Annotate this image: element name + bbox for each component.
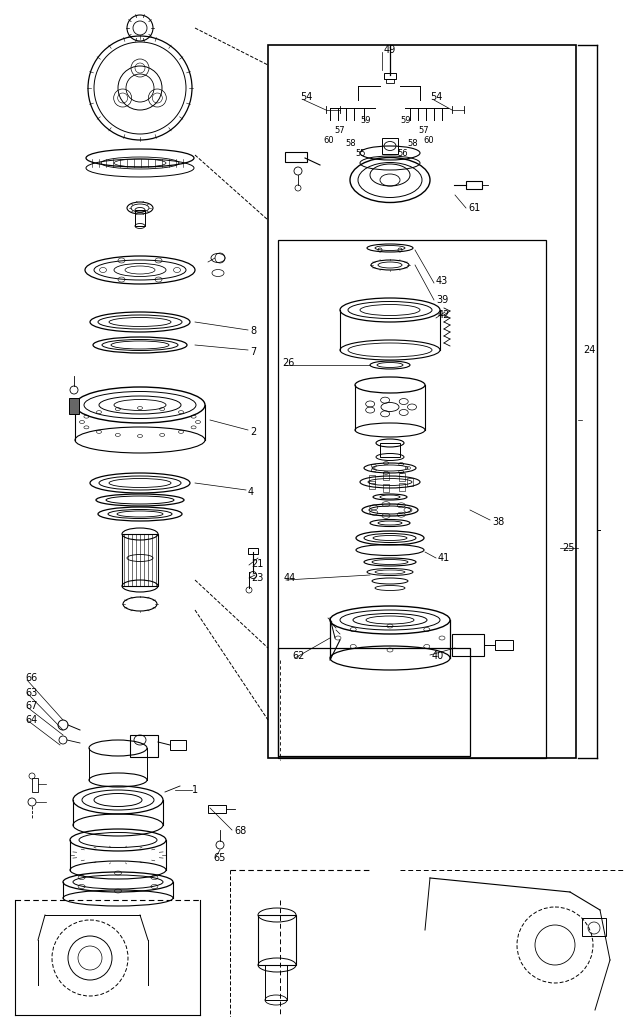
Bar — [69, 398, 79, 414]
Text: 43: 43 — [436, 276, 448, 286]
Bar — [268, 45, 576, 758]
Text: 1: 1 — [192, 785, 198, 795]
Text: 57: 57 — [334, 125, 345, 134]
Bar — [130, 735, 158, 757]
Text: 54: 54 — [300, 92, 312, 102]
Bar — [384, 73, 396, 79]
Text: 62: 62 — [292, 651, 304, 661]
Bar — [386, 79, 394, 83]
Text: 68: 68 — [234, 826, 246, 836]
Text: 38: 38 — [492, 517, 505, 527]
Bar — [582, 918, 606, 936]
Bar — [265, 965, 287, 1000]
Bar — [208, 805, 226, 813]
Text: 60: 60 — [423, 135, 434, 144]
Text: 61: 61 — [468, 203, 480, 213]
Bar — [407, 478, 413, 486]
Bar — [278, 648, 470, 756]
Text: 41: 41 — [438, 553, 450, 563]
Bar — [399, 473, 406, 481]
Text: 2: 2 — [250, 427, 256, 437]
Text: 49: 49 — [384, 45, 396, 55]
Bar — [466, 181, 482, 189]
Text: 58: 58 — [345, 138, 356, 147]
Bar — [278, 240, 546, 758]
Text: 23: 23 — [251, 573, 264, 583]
Text: 66: 66 — [25, 673, 38, 683]
Text: 42: 42 — [438, 310, 450, 320]
Bar — [399, 483, 406, 490]
Text: 21: 21 — [251, 559, 264, 569]
Bar — [369, 481, 375, 488]
Bar — [170, 740, 186, 750]
Bar — [382, 472, 389, 480]
Bar — [248, 548, 258, 554]
Text: 39: 39 — [436, 295, 448, 305]
Text: 60: 60 — [323, 135, 334, 144]
Text: 44: 44 — [284, 573, 296, 583]
Bar — [495, 640, 513, 650]
Text: 59: 59 — [400, 116, 411, 124]
Bar — [452, 634, 484, 656]
Bar — [32, 778, 38, 792]
Text: 59: 59 — [360, 116, 371, 124]
Text: 65: 65 — [213, 853, 225, 863]
Bar — [380, 443, 400, 457]
Text: 40: 40 — [432, 651, 444, 661]
Text: 55: 55 — [355, 148, 366, 158]
Bar — [258, 915, 296, 965]
Text: 25: 25 — [562, 543, 575, 553]
Bar — [285, 152, 307, 162]
Text: 58: 58 — [407, 138, 418, 147]
Text: 54: 54 — [430, 92, 443, 102]
Bar — [122, 534, 158, 586]
Text: 7: 7 — [250, 347, 256, 357]
Text: 24: 24 — [583, 345, 595, 355]
Text: 57: 57 — [418, 125, 429, 134]
Bar — [382, 138, 398, 154]
Text: 64: 64 — [25, 715, 38, 725]
Text: 67: 67 — [25, 701, 38, 711]
Text: 56: 56 — [397, 148, 408, 158]
Bar — [135, 210, 145, 226]
Bar — [369, 475, 375, 483]
Text: 26: 26 — [282, 358, 294, 368]
Text: 8: 8 — [250, 326, 256, 336]
Text: 63: 63 — [25, 687, 38, 698]
Bar — [382, 484, 389, 492]
Text: 4: 4 — [248, 487, 254, 497]
